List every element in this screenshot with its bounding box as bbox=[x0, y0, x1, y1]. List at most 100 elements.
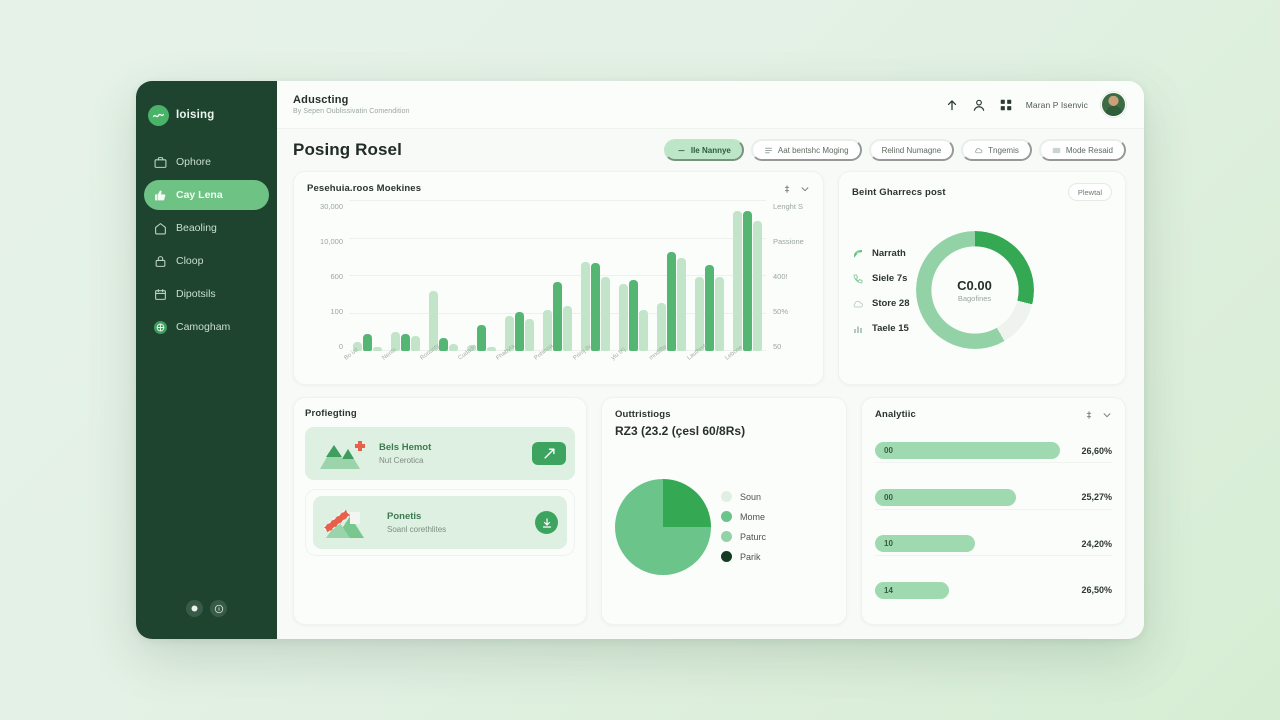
toolbar-button-relind-numagne[interactable]: Relind Numagne bbox=[868, 139, 955, 161]
list-item[interactable]: Bels Hemot Nut Cerotica bbox=[305, 427, 575, 480]
list-item-title: Bels Hemot bbox=[379, 442, 432, 453]
card-icon bbox=[1052, 147, 1061, 153]
bar[interactable] bbox=[657, 302, 667, 351]
bar[interactable] bbox=[448, 343, 458, 351]
top-row: Pesehuia.roos Moekines 30,000 bbox=[293, 171, 1126, 385]
bar[interactable] bbox=[524, 319, 534, 351]
download-button[interactable] bbox=[535, 511, 558, 534]
analytics-row[interactable]: 00 25,27% bbox=[875, 486, 1112, 510]
bar[interactable] bbox=[639, 310, 649, 351]
bar[interactable] bbox=[667, 252, 677, 351]
bar[interactable] bbox=[581, 261, 591, 351]
upload-icon[interactable] bbox=[945, 98, 959, 112]
bar[interactable] bbox=[400, 334, 410, 351]
legend-item-soun[interactable]: Soun bbox=[721, 491, 766, 502]
sidebar-item-cloop[interactable]: Cloop bbox=[144, 246, 269, 276]
bar[interactable] bbox=[591, 263, 601, 351]
user-circle-icon[interactable] bbox=[210, 600, 227, 617]
bar[interactable] bbox=[705, 265, 715, 351]
legend-item-paturc[interactable]: Paturc bbox=[721, 531, 766, 542]
bar[interactable] bbox=[753, 220, 763, 351]
help-circle-icon[interactable] bbox=[186, 600, 203, 617]
toolbar-button-ile-nannye[interactable]: Ile Nannye bbox=[663, 139, 744, 161]
bar[interactable] bbox=[619, 283, 629, 351]
progress-fill: 10 bbox=[875, 535, 975, 553]
legend-item-parik[interactable]: Parik bbox=[721, 551, 766, 562]
legend-item-store[interactable]: Store 28 bbox=[852, 298, 910, 310]
donut-badge-button[interactable]: Plewtal bbox=[1067, 183, 1112, 201]
sidebar-item-ophore[interactable]: Ophore bbox=[144, 147, 269, 177]
bar[interactable] bbox=[553, 282, 563, 351]
list-item[interactable]: Ponetis Soanl corethlites bbox=[313, 496, 567, 549]
bar[interactable] bbox=[504, 315, 514, 351]
bar[interactable] bbox=[390, 332, 400, 351]
legend-label: Soun bbox=[740, 491, 762, 502]
bar[interactable] bbox=[695, 276, 705, 351]
filter-icon[interactable] bbox=[1084, 410, 1094, 420]
bar[interactable] bbox=[543, 310, 553, 351]
toolbar-button-aat-bentshc-moging[interactable]: Aat bentshc Moging bbox=[750, 139, 862, 161]
legend-item-taele[interactable]: Taele 15 bbox=[852, 323, 910, 335]
filter-icon[interactable] bbox=[782, 184, 792, 194]
y-axis-right: Lenght S Passione 400! 50% 50 bbox=[766, 200, 810, 373]
toolbar-button-label: Tngemis bbox=[988, 145, 1019, 155]
bar[interactable] bbox=[514, 311, 524, 351]
bar[interactable] bbox=[601, 276, 611, 351]
analytics-row[interactable]: 00 26,60% bbox=[875, 439, 1112, 464]
legend-item-siele[interactable]: Siele 7s bbox=[852, 273, 910, 285]
bar-group bbox=[654, 202, 690, 351]
person-icon[interactable] bbox=[972, 98, 986, 112]
bar[interactable] bbox=[629, 280, 639, 351]
bar[interactable] bbox=[486, 347, 496, 351]
bar[interactable] bbox=[743, 211, 753, 351]
analytics-row[interactable]: 14 26,50% bbox=[875, 579, 1112, 602]
y2-tick: 50% bbox=[773, 307, 789, 316]
card-header: Analytiic bbox=[875, 409, 1112, 420]
legend-swatch bbox=[721, 551, 732, 562]
grid-icon[interactable] bbox=[999, 98, 1013, 112]
bar[interactable] bbox=[372, 347, 382, 351]
brand-logo[interactable]: Ioising bbox=[136, 95, 277, 131]
avatar[interactable] bbox=[1101, 92, 1126, 117]
bar[interactable] bbox=[362, 334, 372, 351]
legend-item-narrath[interactable]: Narrath bbox=[852, 248, 910, 260]
progress-fill: 00 bbox=[875, 488, 1016, 506]
legend-item-mome[interactable]: Mome bbox=[721, 511, 766, 522]
bar[interactable] bbox=[410, 336, 420, 351]
list-item-text: Bels Hemot Nut Cerotica bbox=[379, 442, 523, 465]
home-icon bbox=[155, 222, 166, 234]
analytics-row[interactable]: 10 24,20% bbox=[875, 532, 1112, 557]
bar[interactable] bbox=[476, 324, 486, 351]
sidebar-item-dipotsils[interactable]: Dipotsils bbox=[144, 279, 269, 309]
bar[interactable] bbox=[352, 341, 362, 351]
chevron-down-icon[interactable] bbox=[1102, 410, 1112, 420]
bar[interactable] bbox=[715, 276, 725, 351]
y2-tick: Lenght S bbox=[773, 202, 804, 211]
bar[interactable] bbox=[733, 211, 743, 351]
sidebar-item-camogham[interactable]: Camogham bbox=[144, 312, 269, 342]
share-button[interactable] bbox=[532, 442, 566, 465]
toolbar-button-mode-resaid[interactable]: Mode Resaid bbox=[1038, 139, 1126, 161]
card-header: Beint Gharrecs post Plewtal bbox=[852, 183, 1112, 201]
bar[interactable] bbox=[677, 257, 687, 351]
bar[interactable] bbox=[428, 291, 438, 351]
chevron-down-icon[interactable] bbox=[800, 184, 810, 194]
progress-percent-label: 26,50% bbox=[1081, 585, 1112, 596]
sidebar-bottom-actions bbox=[136, 600, 277, 617]
bar-chart: 30,000 10,000 600 100 0 Bo ud Nente Ronunt… bbox=[307, 200, 810, 373]
x-axis-labels: Bo ud Nente Ronunty Cudadn Fhabyta Pnhinna Pri… bbox=[343, 342, 766, 373]
list-icon bbox=[764, 147, 772, 153]
bar[interactable] bbox=[466, 345, 476, 351]
toolbar-button-tngemis[interactable]: Tngemis bbox=[961, 139, 1032, 161]
sidebar-item-beaoling[interactable]: Beaoling bbox=[144, 213, 269, 243]
card-actions bbox=[1084, 410, 1112, 420]
legend-swatch bbox=[721, 491, 732, 502]
cloud-icon bbox=[975, 147, 983, 153]
bar[interactable] bbox=[563, 306, 573, 351]
toolbar-button-label: Ile Nannye bbox=[690, 145, 731, 155]
pie-chart bbox=[615, 478, 711, 575]
sidebar-item-cay-lena[interactable]: Cay Lena bbox=[144, 180, 269, 210]
bar[interactable] bbox=[438, 337, 448, 351]
progress-inline-label: 00 bbox=[884, 446, 893, 456]
cloud-icon bbox=[853, 300, 863, 307]
